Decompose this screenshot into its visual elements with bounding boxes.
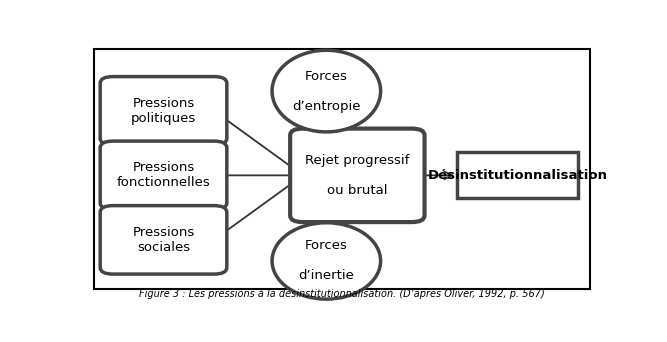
Ellipse shape (272, 223, 381, 299)
Text: Pressions
sociales: Pressions sociales (132, 226, 195, 254)
FancyBboxPatch shape (100, 206, 227, 274)
Text: Pressions
politiques: Pressions politiques (131, 97, 196, 125)
Ellipse shape (272, 50, 381, 132)
Text: Pressions
fonctionnelles: Pressions fonctionnelles (117, 161, 210, 189)
FancyBboxPatch shape (100, 77, 227, 145)
Bar (457, 152, 578, 198)
Text: Désinstitutionnalisation: Désinstitutionnalisation (428, 169, 608, 182)
Text: Rejet progressif

ou brutal: Rejet progressif ou brutal (305, 154, 410, 197)
Text: Forces

d’inertie: Forces d’inertie (298, 239, 354, 282)
Text: Forces

d’entropie: Forces d’entropie (292, 69, 361, 113)
Text: Figure 3 : Les pressions à la désinstitutionnalisation. (D’après Oliver, 1992, p: Figure 3 : Les pressions à la désinstitu… (139, 289, 545, 299)
FancyBboxPatch shape (100, 141, 227, 210)
FancyBboxPatch shape (290, 129, 425, 222)
